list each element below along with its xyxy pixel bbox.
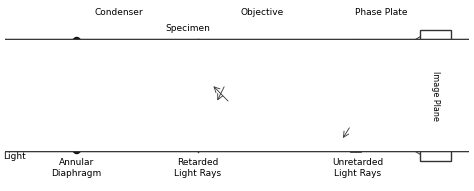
- Bar: [420, 30, 451, 161]
- Text: Condenser: Condenser: [94, 7, 143, 17]
- Text: Specimen: Specimen: [166, 24, 210, 33]
- Polygon shape: [0, 39, 474, 152]
- Bar: [350, 39, 361, 84]
- Bar: [350, 107, 361, 152]
- Text: Objective: Objective: [241, 7, 284, 17]
- Polygon shape: [0, 43, 474, 148]
- Text: Light: Light: [4, 152, 27, 161]
- Text: Retarded
Light Rays: Retarded Light Rays: [174, 159, 221, 178]
- Ellipse shape: [66, 52, 87, 139]
- Text: Unretarded
Light Rays: Unretarded Light Rays: [332, 159, 383, 178]
- Text: Phase Plate: Phase Plate: [355, 7, 407, 17]
- Ellipse shape: [71, 69, 83, 122]
- Text: Annular
Diaphragm: Annular Diaphragm: [52, 159, 102, 178]
- Ellipse shape: [63, 37, 90, 154]
- Text: Image Plane: Image Plane: [431, 70, 440, 121]
